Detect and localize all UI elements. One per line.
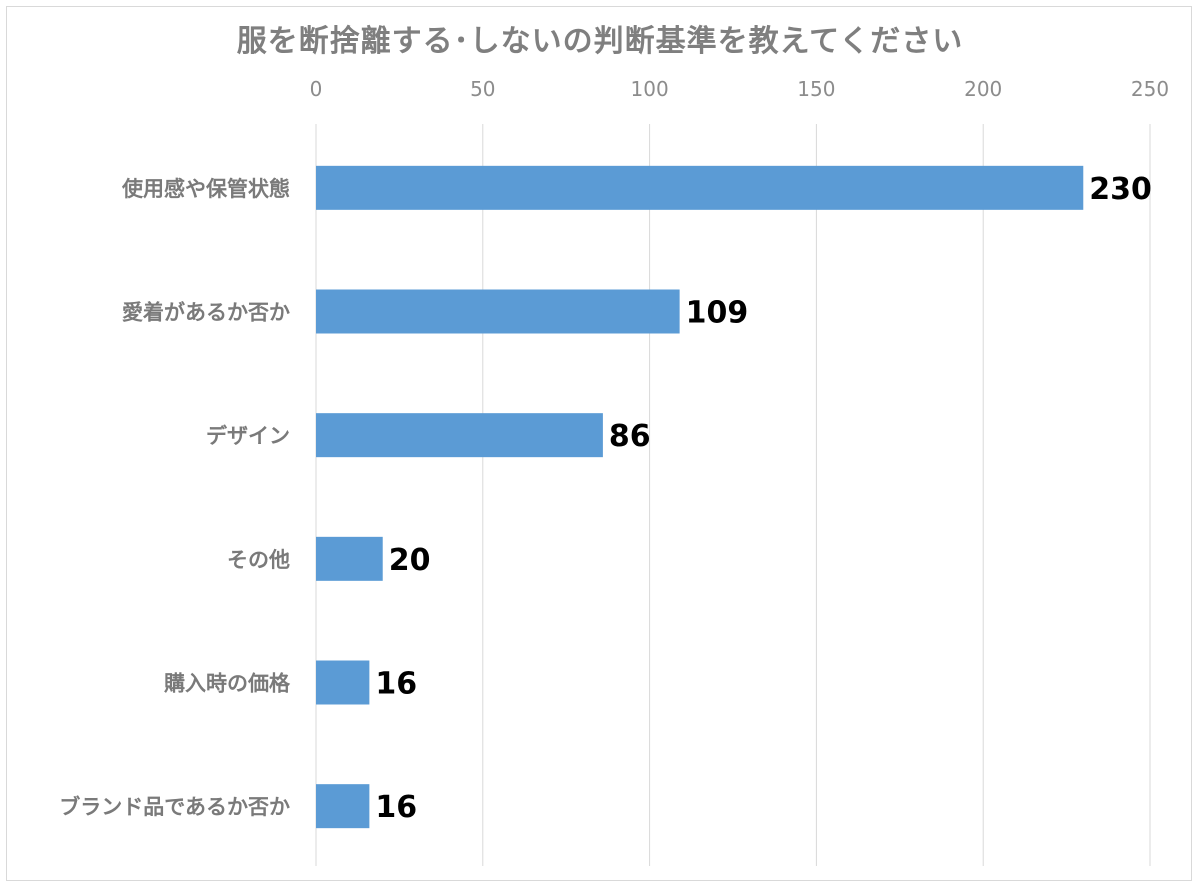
bar [316,413,603,458]
x-tick-label: 200 [964,77,1002,101]
category-label: 購入時の価格 [163,672,291,696]
bar [316,165,1084,210]
x-tick-label: 0 [310,77,323,101]
x-tick-label: 50 [470,77,495,101]
bar [316,660,370,705]
data-label: 230 [1089,172,1152,207]
data-label: 20 [389,543,431,578]
data-label: 16 [375,790,417,825]
data-label: 86 [609,419,651,454]
data-label: 16 [375,667,417,702]
x-tick-label: 150 [797,77,835,101]
x-tick-label: 100 [631,77,669,101]
category-label: ブランド品であるか否か [59,795,290,819]
data-label: 109 [686,296,749,331]
category-label: デザイン [206,424,290,448]
bar [316,536,383,581]
category-label: 使用感や保管状態 [121,177,290,201]
category-label: 愛着があるか否か [122,301,290,325]
bar [316,289,680,334]
chart-title: 服を断捨離する･しないの判断基準を教えてください [236,24,964,59]
bar [316,784,370,829]
x-tick-label: 250 [1131,77,1169,101]
category-label: その他 [227,548,290,572]
